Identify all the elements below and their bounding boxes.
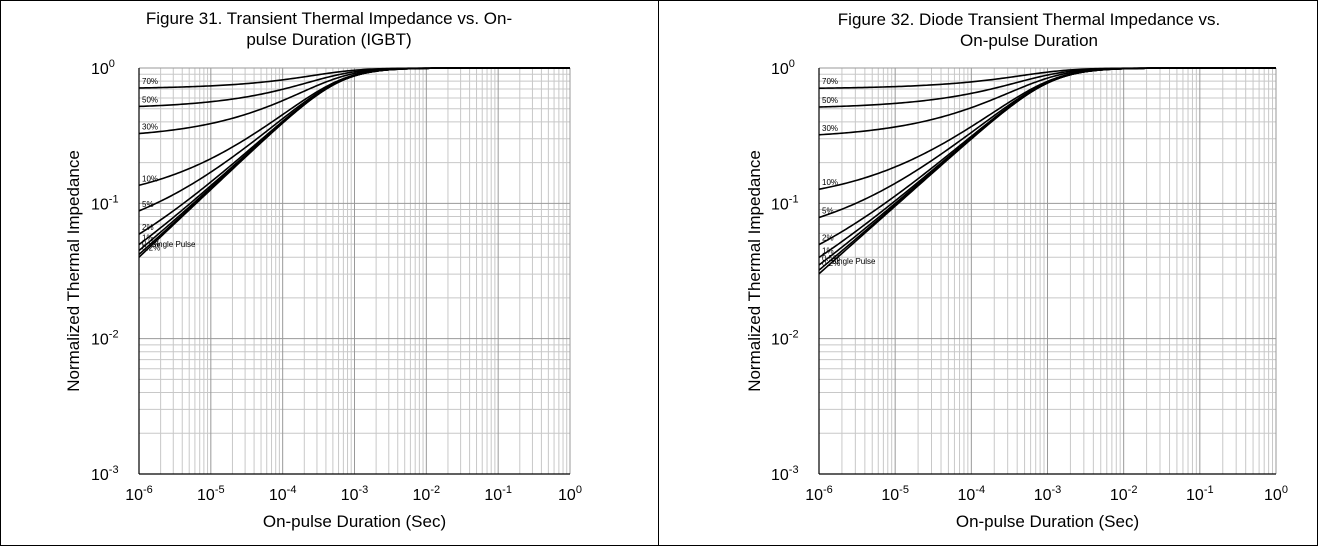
series-label: 70% — [142, 77, 158, 86]
series-line — [138, 67, 570, 258]
series-line — [818, 67, 1276, 275]
series-group: 70%50%30%10%5%2%1%0.5%0.2%Single Pulse — [138, 67, 570, 258]
y-tick-label: 10-2 — [91, 329, 119, 349]
chart-title-line: On-pulse Duration — [960, 31, 1098, 50]
x-tick-label: 10-1 — [1186, 484, 1214, 504]
grid — [818, 67, 1277, 475]
x-tick-label: 10-5 — [197, 484, 225, 504]
y-tick-label: 10-3 — [91, 464, 119, 484]
series-label: Single Pulse — [831, 257, 876, 266]
y-tick-label: 10-3 — [771, 464, 799, 484]
x-tick-label: 10-2 — [413, 484, 441, 504]
series-label: 5% — [142, 200, 154, 209]
series-label: Single Pulse — [151, 240, 196, 249]
y-tick-label: 100 — [91, 58, 115, 78]
y-tick-label: 10-1 — [91, 193, 119, 213]
series-group: 70%50%30%10%5%2%1%0.5%0.2%Single Pulse — [818, 67, 1276, 275]
series-label: 10% — [822, 178, 838, 187]
series-label: 1% — [822, 246, 834, 255]
x-tick-label: 10-4 — [958, 484, 986, 504]
x-tick-label: 10-6 — [805, 484, 833, 504]
x-axis-label: On-pulse Duration (Sec) — [263, 512, 446, 531]
series-label: 5% — [822, 206, 834, 215]
series-label: 2% — [142, 223, 154, 232]
x-tick-label: 10-6 — [125, 484, 153, 504]
series-label: 2% — [822, 234, 834, 243]
x-axis-label: On-pulse Duration (Sec) — [956, 512, 1139, 531]
chart-title-line: pulse Duration (IGBT) — [246, 30, 411, 49]
series-label: 30% — [822, 124, 838, 133]
series-label: 0.2% — [142, 243, 160, 252]
grid — [138, 67, 571, 475]
x-tick-label: 10-3 — [341, 484, 369, 504]
x-tick-label: 10-2 — [1110, 484, 1138, 504]
y-axis-label: Normalized Thermal Impedance — [745, 150, 764, 392]
x-tick-label: 10-5 — [881, 484, 909, 504]
chart-2: Figure 32. Diode Transient Thermal Imped… — [745, 10, 1288, 531]
x-tick-label: 10-4 — [269, 484, 297, 504]
x-tick-label: 10-1 — [484, 484, 512, 504]
chart-title-line: Figure 32. Diode Transient Thermal Imped… — [838, 10, 1220, 29]
left-panel-border — [0, 0, 659, 546]
x-tick-label: 10-3 — [1034, 484, 1062, 504]
chart-1: Figure 31. Transient Thermal Impedance v… — [64, 9, 582, 531]
series-label: 70% — [822, 77, 838, 86]
y-tick-label: 10-2 — [771, 329, 799, 349]
series-label: 50% — [142, 95, 158, 104]
y-axis-label: Normalized Thermal Impedance — [64, 150, 83, 392]
series-label: 10% — [142, 174, 158, 183]
y-tick-label: 10-1 — [771, 193, 799, 213]
x-tick-label: 100 — [558, 484, 582, 504]
series-label: 1% — [142, 234, 154, 243]
chart-title-line: Figure 31. Transient Thermal Impedance v… — [146, 9, 512, 28]
y-tick-label: 100 — [771, 58, 795, 78]
series-label: 50% — [822, 96, 838, 105]
series-label: 0.5% — [822, 254, 840, 263]
x-tick-label: 100 — [1264, 484, 1288, 504]
series-label: 30% — [142, 123, 158, 132]
